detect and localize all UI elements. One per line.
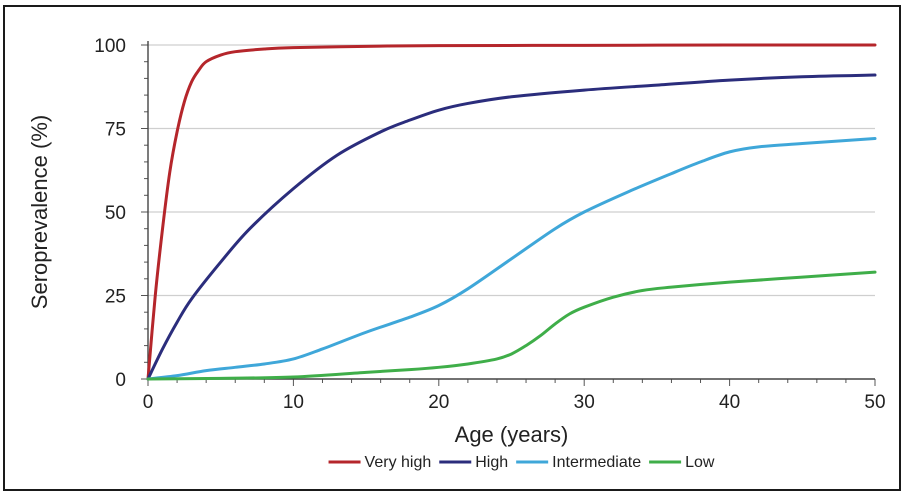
legend-label-low: Low bbox=[685, 454, 715, 471]
legend-label-high: High bbox=[475, 454, 508, 471]
x-tick-label-50: 50 bbox=[864, 392, 885, 413]
x-tick-label-40: 40 bbox=[719, 392, 740, 413]
y-tick-label-25: 25 bbox=[105, 287, 126, 308]
legend: Very high High Intermediate Low bbox=[328, 454, 715, 471]
chart-frame: 0 25 50 75 100 0 10 20 30 40 50 Age (years) Seropr… bbox=[3, 5, 901, 491]
x-tick-label-20: 20 bbox=[428, 392, 449, 413]
legend-label-intermediate: Intermediate bbox=[552, 454, 641, 471]
y-tick-label-0: 0 bbox=[115, 370, 126, 391]
x-tick-label-30: 30 bbox=[574, 392, 595, 413]
series-line-intermediate bbox=[146, 137, 877, 381]
series-line-low bbox=[146, 270, 877, 381]
line-chart: 0 25 50 75 100 0 10 20 30 40 50 Age (years) Seropr… bbox=[27, 36, 886, 471]
legend-label-very-high: Very high bbox=[365, 454, 432, 471]
y-tick-label-50: 50 bbox=[105, 203, 126, 224]
series-line-high bbox=[146, 73, 877, 381]
axes bbox=[141, 41, 876, 386]
x-tick-label-0: 0 bbox=[143, 392, 154, 413]
series-line-very-high bbox=[146, 43, 877, 381]
x-tick-label-10: 10 bbox=[283, 392, 304, 413]
x-axis-title: Age (years) bbox=[455, 422, 569, 447]
y-tick-label-75: 75 bbox=[105, 120, 126, 141]
tick-labels: 0 25 50 75 100 0 10 20 30 40 50 bbox=[94, 36, 885, 413]
y-axis-title: Seroprevalence (%) bbox=[27, 115, 52, 309]
series-lines bbox=[146, 43, 877, 381]
y-tick-label-100: 100 bbox=[94, 36, 126, 57]
